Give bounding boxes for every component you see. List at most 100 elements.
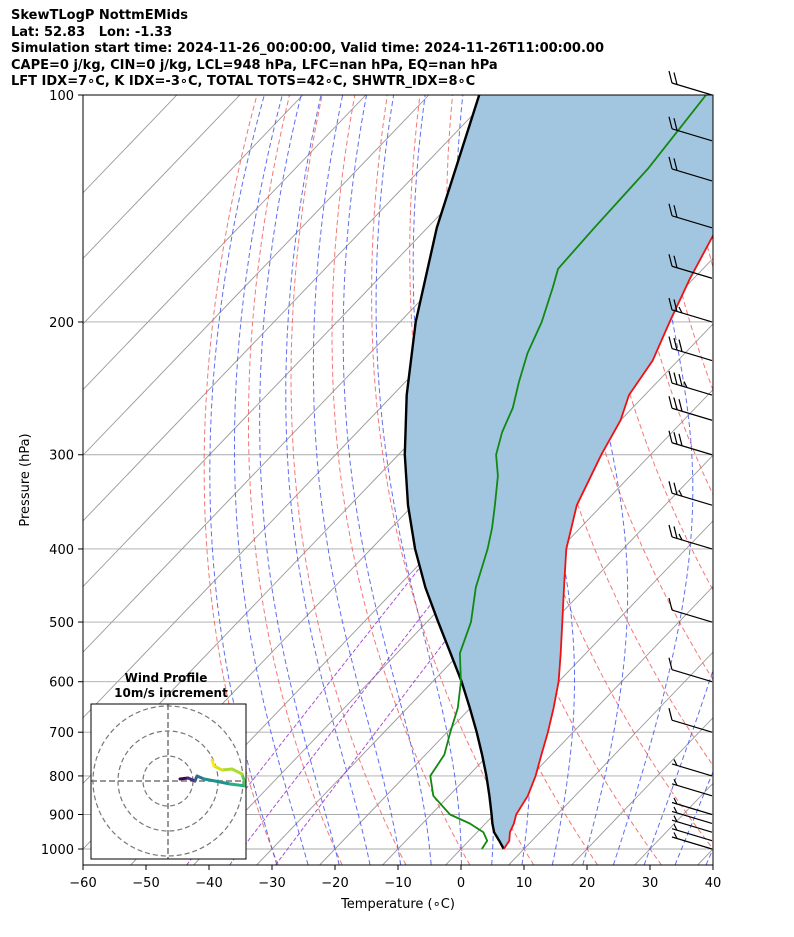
wind-barb: [668, 430, 713, 456]
moist-adiabat: [705, 847, 713, 865]
barb-feather: [673, 779, 678, 786]
barb-staff: [671, 819, 713, 833]
x-tick-label: −50: [132, 876, 159, 891]
barb-feather: [673, 759, 678, 766]
moist-adiabat: [234, 95, 309, 865]
barb-feather: [668, 430, 673, 443]
station-title: SkewTLogP NottmEMids: [11, 8, 189, 23]
hodograph-segment: [230, 767, 244, 776]
moist-adiabat: [612, 95, 694, 865]
barb-feather: [673, 158, 678, 171]
barb-feather: [678, 489, 683, 497]
mixing-ratio-line: [229, 548, 475, 865]
y-tick-label: 700: [49, 726, 74, 741]
dry-adiabat: [203, 95, 279, 865]
barb-staff: [671, 347, 713, 362]
barb-feather: [668, 156, 673, 170]
barb-feather: [673, 823, 678, 831]
barb-feather: [673, 832, 678, 839]
moist-adiabat: [674, 770, 713, 865]
barb-feather: [673, 255, 678, 268]
barb-staff: [671, 265, 713, 279]
hodograph-inset: Wind Profile 10m/s increment: [90, 671, 247, 860]
barb-feather: [673, 797, 678, 805]
hodograph-frame: [90, 703, 247, 860]
moist-adiabat: [312, 95, 402, 865]
dry-adiabat: [248, 95, 343, 865]
isotherm-line: [83, 95, 241, 260]
background-grid: [83, 95, 794, 865]
hodograph-segment: [202, 777, 217, 783]
barb-staff: [671, 719, 713, 733]
barb-feather: [673, 432, 678, 445]
barb-feather: [673, 815, 678, 822]
barb-staff: [671, 168, 713, 182]
barb-feather: [673, 397, 678, 410]
wind-barb: [668, 370, 713, 396]
x-axis-title: Temperature (∘C): [340, 897, 455, 912]
dry-adiabat: [582, 95, 713, 592]
temperature-line: [503, 233, 713, 850]
x-tick-label: −20: [321, 876, 348, 891]
indices-line-2: LFT IDX=7∘C, K IDX=-3∘C, TOTAL TOTS=42∘C…: [11, 74, 476, 90]
isotherm-line: [83, 95, 367, 391]
barb-staff: [671, 492, 713, 506]
y-tick-label: 900: [49, 808, 74, 823]
wind-barb: [671, 806, 713, 825]
barb-feather: [678, 373, 683, 387]
hodograph-segment: [220, 767, 234, 772]
barb-feather: [668, 597, 673, 611]
barb-feather: [678, 399, 683, 412]
barb-feather: [668, 70, 673, 84]
barb-feather: [668, 708, 673, 721]
barb-staff: [671, 442, 713, 456]
isotherm-line: [319, 454, 713, 865]
moist-adiabat: [285, 95, 371, 865]
hodograph-segment: [213, 779, 232, 786]
barb-staff: [671, 810, 713, 825]
barb-feather: [673, 205, 678, 218]
wind-barb: [668, 203, 713, 229]
barb-feather: [668, 116, 673, 129]
wind-barb: [671, 823, 713, 842]
wind-barb: [668, 597, 713, 623]
barb-feather: [673, 482, 678, 495]
dry-adiabat: [779, 95, 794, 865]
wind-barb: [668, 70, 713, 96]
y-tick-label: 1000: [41, 843, 74, 858]
barb-staff: [671, 82, 713, 96]
barb-staff: [671, 836, 713, 850]
wind-barb: [668, 657, 713, 683]
hodograph-segment: [240, 772, 246, 788]
isotherm-line: [508, 651, 713, 865]
wind-barb: [668, 336, 713, 362]
x-tick-label: 30: [642, 876, 659, 891]
isotherm-line: [256, 388, 713, 865]
barb-feather: [668, 396, 673, 409]
wind-barbs: [668, 70, 713, 850]
barb-staff: [671, 407, 713, 421]
cin-fill-layer: [404, 95, 713, 849]
dry-adiabat: [290, 95, 407, 865]
barb-feather: [673, 526, 678, 539]
barb-feather: [668, 203, 673, 216]
barb-feather: [668, 370, 673, 384]
barb-staff: [671, 309, 713, 323]
barb-staff: [671, 783, 713, 797]
moist-adiabat: [209, 95, 278, 865]
isotherm-line: [83, 95, 304, 325]
x-tick-label: −10: [384, 876, 411, 891]
isotherm-line: [445, 585, 713, 865]
moist-adiabat: [375, 95, 462, 865]
wind-barb: [671, 759, 713, 777]
dry-adiabat: [712, 95, 713, 96]
y-tick-label: 600: [49, 676, 74, 691]
chart-header: SkewTLogP NottmEMids Lat: 52.83 Lon: -1.…: [11, 8, 604, 91]
dry-adiabat: [331, 95, 471, 865]
y-axis-title: Pressure (hPa): [18, 433, 33, 526]
wind-barb: [668, 116, 713, 142]
wind-barb: [668, 708, 713, 733]
mixing-ratio-line: [275, 548, 517, 865]
barb-feather: [678, 533, 683, 541]
